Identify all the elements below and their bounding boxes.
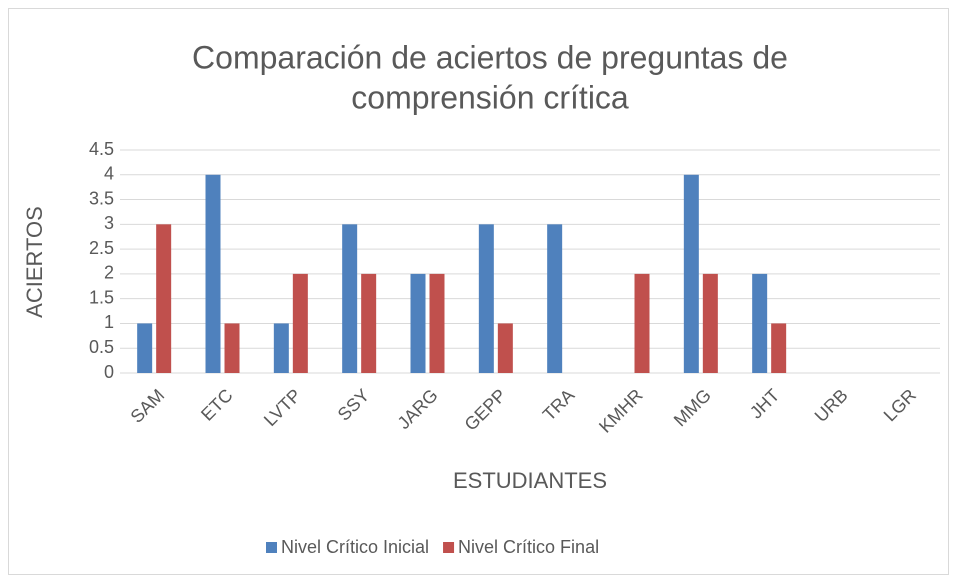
- bar: [273, 323, 289, 373]
- bar: [634, 273, 650, 373]
- bar: [771, 323, 787, 373]
- y-tick-label: 4.5: [89, 139, 114, 159]
- bar: [702, 273, 718, 373]
- bar: [478, 224, 494, 373]
- legend-swatch: [443, 542, 455, 553]
- bar: [156, 224, 172, 373]
- bar: [224, 323, 240, 373]
- y-tick-label: 0.5: [89, 337, 114, 357]
- bar: [683, 174, 699, 373]
- bar: [497, 323, 513, 373]
- y-tick-label: 2: [104, 263, 114, 283]
- bar: [361, 273, 377, 373]
- y-tick-label: 1.5: [89, 287, 114, 307]
- y-tick-label: 3.5: [89, 188, 114, 208]
- chart-title: Comparación de aciertos de preguntas de: [192, 39, 788, 75]
- y-axis-label: ACIERTOS: [22, 206, 47, 318]
- y-tick-label: 1: [104, 312, 114, 332]
- y-tick-label: 2.5: [89, 238, 114, 258]
- legend-label: Nivel Crítico Inicial: [281, 537, 429, 557]
- bar: [547, 224, 563, 373]
- legend-label: Nivel Crítico Final: [458, 537, 599, 557]
- bar: [137, 323, 153, 373]
- y-tick-label: 4: [104, 164, 114, 184]
- bar: [752, 273, 768, 373]
- x-axis-label: ESTUDIANTES: [453, 468, 607, 493]
- bar: [205, 174, 221, 373]
- bar: [429, 273, 445, 373]
- chart-title: comprensión crítica: [351, 79, 629, 115]
- bar: [292, 273, 308, 373]
- legend-swatch: [266, 542, 277, 553]
- y-tick-label: 0: [104, 362, 114, 382]
- y-tick-label: 3: [104, 213, 114, 233]
- bar: [342, 224, 358, 373]
- bar: [410, 273, 426, 373]
